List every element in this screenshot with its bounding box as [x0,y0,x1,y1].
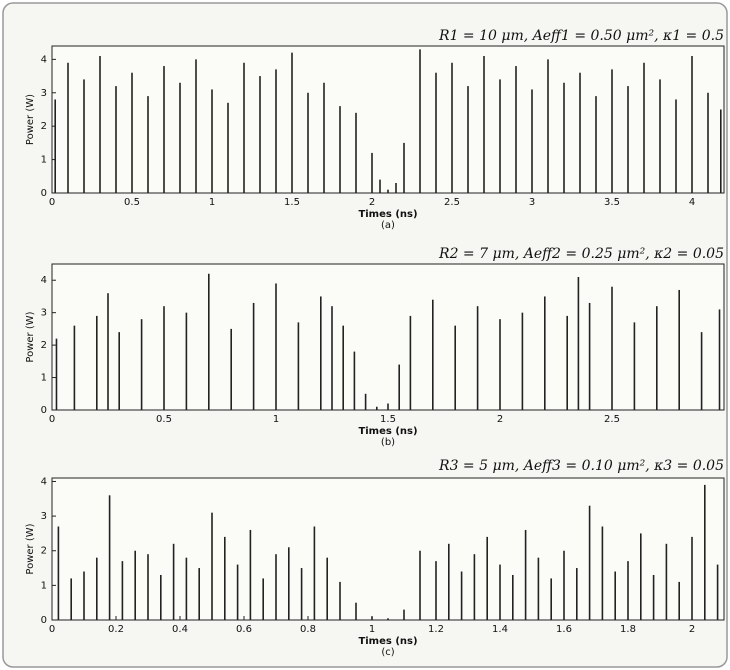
y-tick-label: 2 [41,340,47,351]
x-tick-label: 2.5 [604,414,620,425]
x-tick-label: 1.2 [428,624,444,635]
x-tick-label: 3 [529,197,535,208]
x-tick-label: 1 [369,624,375,635]
x-axis-label: Times (ns) [358,426,417,437]
x-tick-label: 2 [369,197,375,208]
x-tick-label: 1.5 [284,197,300,208]
y-axis-label: Power (W) [25,311,36,362]
x-tick-label: 1.8 [620,624,636,635]
y-tick-label: 4 [41,54,47,65]
x-tick-label: 4 [689,197,695,208]
caption: (a) [381,220,395,231]
caption: (c) [381,647,394,658]
y-tick-label: 0 [41,615,47,626]
y-tick-label: 3 [41,88,47,99]
x-tick-label: 0 [49,414,55,425]
x-tick-label: 2 [497,414,503,425]
chart-title: R1 = 10 μm, Aeff1 = 0.50 μm², κ1 = 0.5 [438,28,724,44]
x-tick-label: 1 [209,197,215,208]
x-tick-label: 3.5 [604,197,620,208]
x-tick-label: 0.2 [108,624,124,635]
x-tick-label: 2.5 [444,197,460,208]
x-tick-label: 0.8 [300,624,316,635]
y-tick-label: 2 [41,546,47,557]
x-tick-label: 0 [49,197,55,208]
x-tick-label: 0.4 [172,624,188,635]
y-tick-label: 0 [41,188,47,199]
y-tick-label: 1 [41,155,47,166]
panel: R1 = 10 μm, Aeff1 = 0.50 μm², κ1 = 0.5 0 1… [25,28,724,231]
y-axis-label: Power (W) [25,523,36,574]
y-tick-label: 0 [41,405,47,416]
y-tick-label: 4 [41,275,47,286]
x-tick-label: 0 [49,624,55,635]
x-tick-label: 1.5 [380,414,396,425]
caption: (b) [381,437,395,448]
x-tick-label: 1.4 [492,624,508,635]
chart-title: R2 = 7 μm, Aeff2 = 0.25 μm², κ2 = 0.05 [438,246,724,262]
plot-area [52,478,724,620]
y-tick-label: 4 [41,476,47,487]
y-tick-label: 1 [41,580,47,591]
x-axis-label: Times (ns) [358,209,417,220]
x-tick-label: 1 [273,414,279,425]
plot-area [52,46,724,193]
y-tick-label: 3 [41,308,47,319]
x-tick-label: 2 [689,624,695,635]
y-tick-label: 3 [41,511,47,522]
x-tick-label: 0.5 [156,414,172,425]
y-axis-label: Power (W) [25,94,36,145]
x-tick-label: 1.6 [556,624,572,635]
figure: R1 = 10 μm, Aeff1 = 0.50 μm², κ1 = 0.5 0 1… [0,0,730,670]
x-tick-label: 0.5 [124,197,140,208]
chart-title: R3 = 5 μm, Aeff3 = 0.10 μm², κ3 = 0.05 [438,458,724,474]
y-tick-label: 1 [41,373,47,384]
x-tick-label: 0.6 [236,624,252,635]
x-axis-label: Times (ns) [358,636,417,647]
plot-area [52,264,724,410]
y-tick-label: 2 [41,121,47,132]
